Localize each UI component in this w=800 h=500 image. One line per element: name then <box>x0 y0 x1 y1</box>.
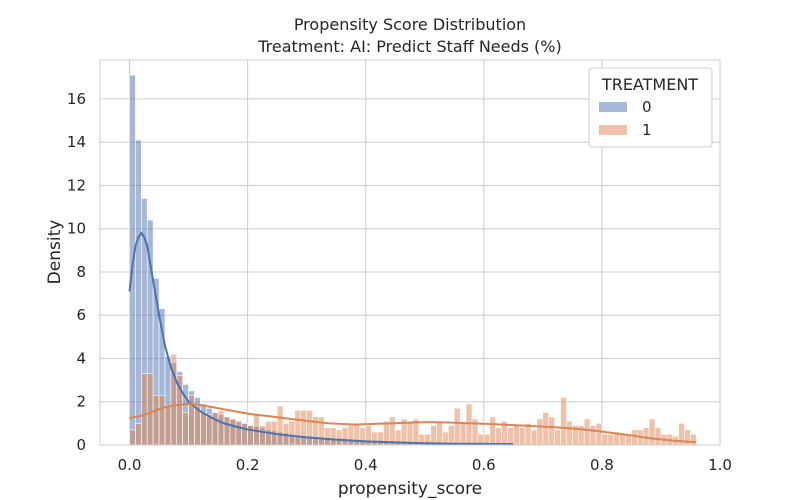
histogram-bar-1 <box>335 429 343 446</box>
legend-title: TREATMENT <box>601 75 698 94</box>
histogram-bar-1 <box>554 429 561 446</box>
legend-swatch-1 <box>599 125 627 135</box>
histogram-bar-1 <box>377 431 384 446</box>
histogram-bar-1 <box>453 407 461 446</box>
legend-label-0: 0 <box>642 98 652 116</box>
legend-swatch-0 <box>599 102 627 112</box>
x-tick-label: 1.0 <box>708 456 732 474</box>
histogram-bar-1 <box>300 410 307 446</box>
x-tick-label: 0.2 <box>236 456 260 474</box>
histogram-bar-1 <box>129 429 136 446</box>
histogram-bar-1 <box>389 416 396 446</box>
histogram-bar-1 <box>347 425 355 446</box>
histogram-bar-1 <box>583 418 591 446</box>
histogram-bar-1 <box>200 412 207 446</box>
histogram-bar-1 <box>495 427 502 446</box>
histogram-bar-1 <box>595 423 603 446</box>
histogram-bar-1 <box>324 427 331 446</box>
y-tick-label: 2 <box>76 393 86 411</box>
y-axis-label: Density <box>45 220 65 285</box>
histogram-bar-1 <box>276 405 284 446</box>
histogram-bar-1 <box>513 425 520 446</box>
histogram-bar-1 <box>406 420 414 446</box>
x-axis-ticks: 0.0 0.2 0.4 0.6 0.8 1.0 <box>118 456 732 474</box>
histogram-bar-1 <box>164 405 172 446</box>
histogram-bar-1 <box>217 410 225 446</box>
histogram-bar-1 <box>223 416 231 446</box>
chart-subtitle: Treatment: AI: Predict Staff Needs (%) <box>257 37 562 56</box>
histogram-bar-1 <box>530 429 538 446</box>
histogram-bar-1 <box>229 418 237 446</box>
histogram-bar-1 <box>690 433 697 446</box>
histogram-bar-1 <box>560 397 567 446</box>
histogram-bar-1 <box>247 425 254 446</box>
histogram-bar-1 <box>141 373 148 446</box>
histogram-bar-1 <box>631 429 638 446</box>
histogram-bar-1 <box>241 423 248 446</box>
histogram-bar-1 <box>182 412 189 446</box>
histogram-bar-1 <box>359 427 367 446</box>
y-tick-label: 8 <box>76 263 86 281</box>
y-tick-label: 0 <box>76 436 86 454</box>
histogram-bar-1 <box>542 412 550 446</box>
histogram-bar-1 <box>135 423 142 446</box>
kde-line-0 <box>128 231 514 446</box>
histogram-bar-1 <box>152 394 160 446</box>
histogram-bar-1 <box>518 427 526 446</box>
histogram-bar-1 <box>341 427 349 446</box>
plot-frame <box>99 59 721 446</box>
histogram-bar-1 <box>619 433 626 446</box>
histogram-bar-1 <box>371 431 378 446</box>
histogram-bar-1 <box>507 427 514 446</box>
histogram-bar-1 <box>465 403 473 446</box>
grid-lines <box>100 60 721 446</box>
histogram-bar-1 <box>654 427 662 446</box>
histogram-bar-1 <box>318 416 325 446</box>
histogram-bar-1 <box>548 416 555 446</box>
histogram-bar-1 <box>589 425 597 446</box>
histogram-bar-1 <box>306 410 313 446</box>
x-tick-label: 0.6 <box>472 456 496 474</box>
y-tick-label: 6 <box>76 306 86 324</box>
x-tick-label: 0.8 <box>590 456 614 474</box>
histogram-bar-1 <box>566 420 573 446</box>
y-tick-label: 16 <box>67 90 86 108</box>
y-axis-ticks: 0 2 4 6 8 10 12 14 16 <box>67 90 86 454</box>
histogram-bar-1 <box>329 427 337 446</box>
histogram-bar-1 <box>648 418 656 446</box>
histogram-bar-1 <box>205 414 213 446</box>
legend: TREATMENT 0 1 <box>588 67 713 148</box>
histogram-bar-1 <box>448 425 455 446</box>
histogram-bar-1 <box>158 394 166 446</box>
y-tick-label: 12 <box>67 176 86 194</box>
x-tick-label: 0.4 <box>354 456 378 474</box>
histogram-bar-1 <box>459 423 467 446</box>
chart-title: Propensity Score Distribution <box>294 15 526 34</box>
y-tick-label: 14 <box>67 133 86 151</box>
histogram-bar-0 <box>135 139 142 446</box>
x-axis-label: propensity_score <box>338 479 482 499</box>
y-tick-label: 4 <box>76 349 86 367</box>
legend-label-1: 1 <box>642 121 652 139</box>
histogram-bar-1 <box>430 425 437 446</box>
histogram-bar-1 <box>235 420 243 446</box>
histogram-bar-1 <box>489 416 496 446</box>
histogram-bar-1 <box>436 420 443 446</box>
histogram-bar-1 <box>294 410 302 446</box>
histogram-bar-1 <box>536 418 544 446</box>
histogram-bar-1 <box>288 420 296 446</box>
kde-line-1 <box>129 402 697 444</box>
histogram-bar-1 <box>601 433 609 446</box>
x-tick-label: 0.0 <box>118 456 142 474</box>
y-tick-label: 10 <box>67 220 86 238</box>
histogram-bar-1 <box>259 425 266 446</box>
histogram-bar-1 <box>607 433 615 446</box>
kde-curves <box>128 231 697 446</box>
histogram-bar-1 <box>146 373 154 446</box>
